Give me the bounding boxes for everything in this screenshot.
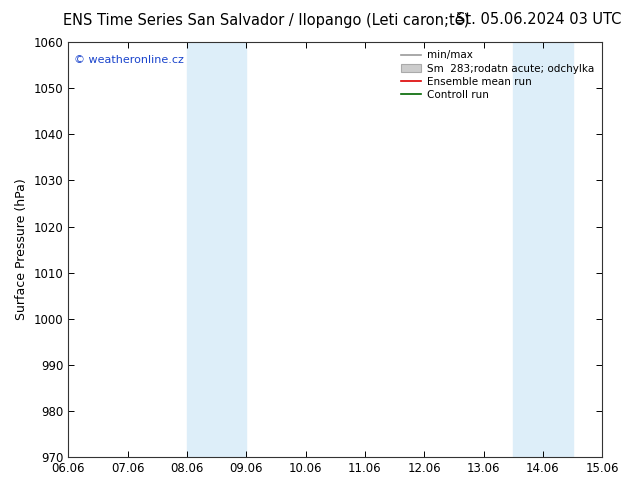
Bar xyxy=(187,42,246,457)
Text: ENS Time Series San Salvador / Ilopango (Leti caron;tě): ENS Time Series San Salvador / Ilopango … xyxy=(63,12,469,28)
Text: St. 05.06.2024 03 UTC: St. 05.06.2024 03 UTC xyxy=(456,12,621,27)
Text: © weatheronline.cz: © weatheronline.cz xyxy=(74,54,183,65)
Bar xyxy=(514,42,573,457)
Y-axis label: Surface Pressure (hPa): Surface Pressure (hPa) xyxy=(15,179,28,320)
Legend: min/max, Sm  283;rodatn acute; odchylka, Ensemble mean run, Controll run: min/max, Sm 283;rodatn acute; odchylka, … xyxy=(398,47,597,103)
